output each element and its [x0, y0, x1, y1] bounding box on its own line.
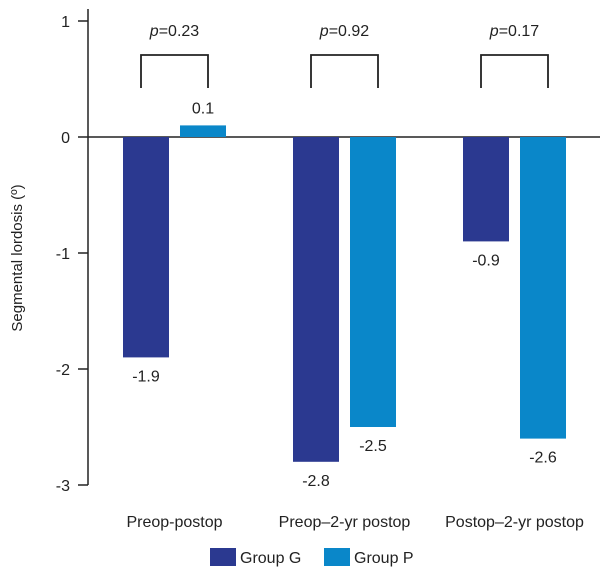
data-label: -1.9: [132, 368, 160, 385]
bar: [350, 137, 396, 427]
bar: [123, 137, 169, 358]
axes: 1 0 -1 -2 -3: [56, 9, 600, 495]
p-value-label: p=0.92: [319, 23, 369, 40]
legend-label: Group P: [354, 550, 414, 567]
category-label: Preop-postop: [126, 514, 222, 531]
y-tick-label: 0: [61, 130, 70, 147]
bar: [520, 137, 566, 439]
y-axis-title: Segmental lordosis (º): [9, 184, 26, 331]
y-tick-label: -2: [56, 362, 70, 379]
y-tick-label: 1: [61, 14, 70, 31]
bar: [293, 137, 339, 462]
bar: [463, 137, 509, 242]
p-value: =0.92: [329, 23, 370, 40]
category-label: Preop–2-yr postop: [279, 514, 411, 531]
category-label: Postop–2-yr postop: [445, 514, 584, 531]
p-symbol: p: [319, 23, 329, 40]
data-label: 0.1: [192, 100, 214, 117]
significance-bracket: [310, 54, 379, 88]
bars: -1.9 0.1 Preop-postop -2.8 -2.5 Preop–2-yr po…: [123, 100, 584, 531]
p-value: =0.23: [159, 23, 200, 40]
legend-swatch: [210, 548, 236, 566]
significance-bracket: [480, 54, 549, 88]
bar: [180, 125, 226, 137]
legend-label: Group G: [240, 550, 301, 567]
legend: Group G Group P: [210, 548, 414, 567]
y-tick-label: -1: [56, 246, 70, 263]
y-tick-label: -3: [56, 478, 70, 495]
p-value: =0.17: [499, 23, 540, 40]
data-label: -0.9: [472, 252, 500, 269]
p-value-label: p=0.23: [149, 23, 199, 40]
significance-bracket: [140, 54, 209, 88]
data-label: -2.5: [359, 438, 387, 455]
brackets: p=0.23 p=0.92 p=0.17: [140, 23, 549, 88]
p-value-label: p=0.17: [489, 23, 539, 40]
data-label: -2.6: [529, 450, 557, 467]
p-symbol: p: [489, 23, 499, 40]
data-label: -2.8: [302, 473, 330, 490]
legend-swatch: [324, 548, 350, 566]
p-symbol: p: [149, 23, 159, 40]
